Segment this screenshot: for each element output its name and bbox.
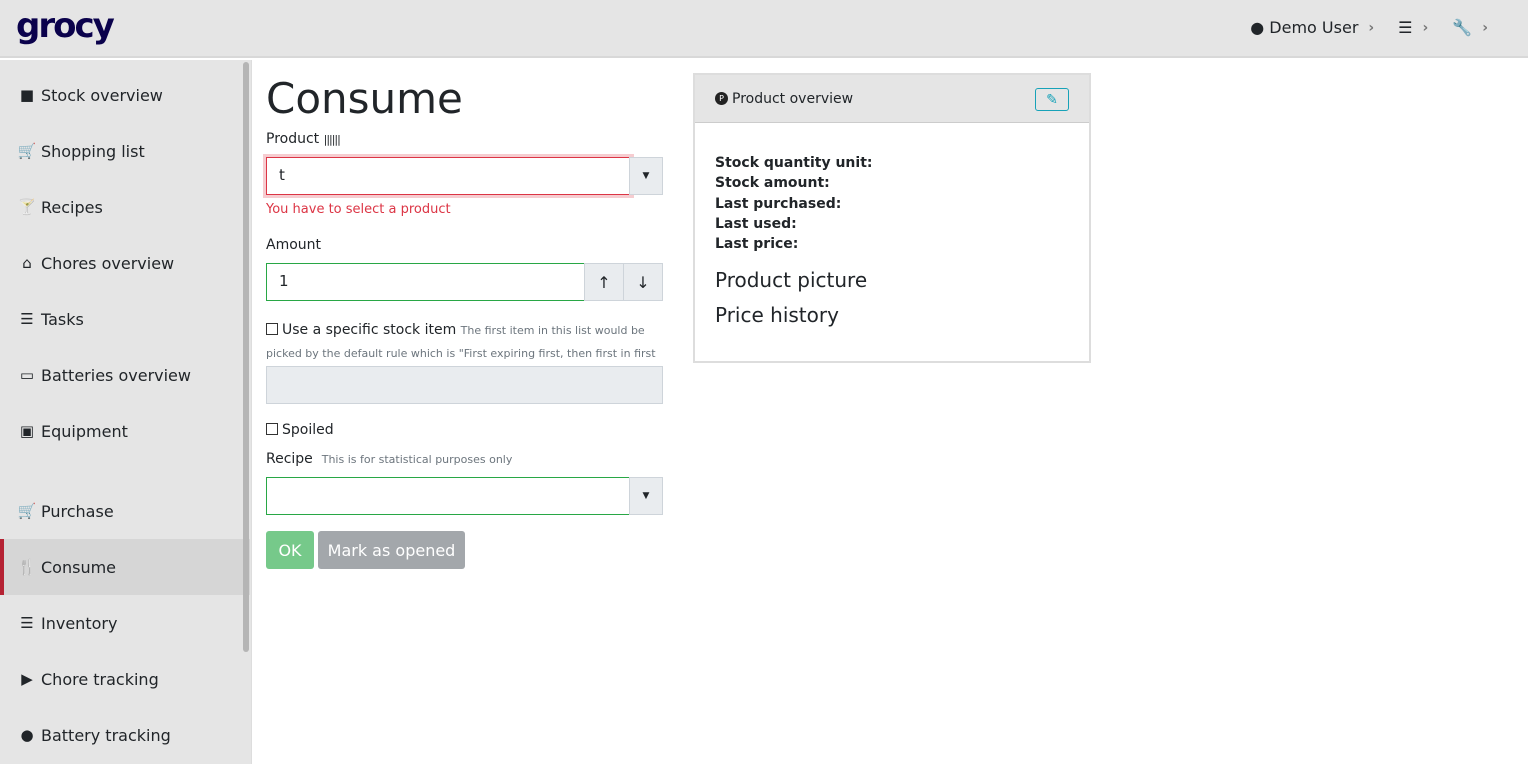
sidebar-item-label: Purchase: [41, 501, 114, 521]
sidebar-item-consume[interactable]: 🍴 Consume: [0, 539, 250, 595]
specific-stock-label: Use a specific stock item: [282, 322, 457, 338]
card-title: Product overview: [732, 90, 854, 107]
cart-icon: 🛒: [17, 502, 37, 520]
play-icon: ▶: [21, 670, 33, 688]
sidebar-item-battery-tracking[interactable]: ● Battery tracking: [0, 707, 250, 763]
sidebar-item-label: Consume: [41, 557, 117, 577]
last-used-label: Last used:: [715, 215, 797, 232]
last-purchased-label: Last purchased:: [715, 195, 842, 212]
toolbox-icon: ▣: [19, 422, 35, 440]
sidebar-item-equipment[interactable]: ▣ Equipment: [0, 403, 250, 459]
sidebar-item-inventory[interactable]: ☰ Inventory: [0, 595, 250, 651]
product-dropdown-toggle[interactable]: ▼: [629, 157, 663, 195]
settings-sliders-icon[interactable]: ☰: [1398, 18, 1413, 37]
product-input[interactable]: t: [266, 157, 631, 195]
stock-quantity-unit-label: Stock quantity unit:: [715, 155, 873, 171]
edit-icon: ✎: [1046, 91, 1058, 108]
sidebar-item-label: Inventory: [41, 613, 118, 633]
amount-decrease-button[interactable]: ↓: [623, 263, 663, 301]
box-icon: ■: [19, 86, 35, 104]
arrow-down-icon: ↓: [636, 272, 650, 292]
sidebar-item-label: Batteries overview: [41, 365, 191, 385]
edit-product-button[interactable]: ✎: [1035, 88, 1069, 111]
sidebar-item-label: Tasks: [41, 309, 84, 329]
sidebar-item-label: Shopping list: [41, 141, 145, 161]
sidebar-item-shopping-list[interactable]: 🛒 Shopping list: [0, 123, 250, 179]
sidebar-item-purchase[interactable]: 🛒 Purchase: [0, 483, 250, 539]
card-header: P Product overview ✎: [695, 75, 1089, 123]
caret-down-icon: ▼: [642, 491, 650, 501]
sidebar-item-tasks[interactable]: ☰ Tasks: [0, 291, 250, 347]
barcode-icon[interactable]: ||||||: [323, 133, 341, 146]
ok-button[interactable]: OK: [266, 531, 314, 569]
spoiled-field: Spoiled: [266, 422, 334, 438]
sidebar-item-recipes[interactable]: 🍸 Recipes: [0, 179, 250, 235]
arrow-up-icon: ↑: [597, 272, 611, 292]
recipe-input[interactable]: [266, 477, 631, 515]
cocktail-icon: 🍸: [17, 198, 37, 216]
product-label-text: Product: [266, 131, 320, 147]
page-title: Consume: [266, 74, 463, 123]
sidebar: [0, 60, 252, 764]
battery-icon: ▭: [19, 366, 35, 384]
product-p-icon: P: [715, 92, 728, 105]
last-price-label: Last price:: [715, 236, 799, 253]
sidebar-item-label: Recipes: [41, 197, 103, 217]
list-icon: ☰: [20, 614, 34, 632]
sidebar-item-stock-overview[interactable]: ■ Stock overview: [0, 67, 250, 123]
chevron-right-icon: ›: [1422, 19, 1429, 36]
recipe-hint: This is for statistical purposes only: [321, 453, 513, 466]
recipe-label-row: Recipe This is for statistical purposes …: [266, 451, 512, 467]
tasks-icon: ☰: [20, 310, 34, 328]
amount-increase-button[interactable]: ↑: [584, 263, 624, 301]
sidebar-item-label: Chores overview: [41, 253, 175, 273]
fire-icon: ●: [20, 726, 34, 744]
top-navbar: grocy ● Demo User › ☰ › 🔧 ›: [0, 0, 1528, 58]
product-picture-heading: Product picture: [715, 268, 868, 293]
specific-stock-select[interactable]: [266, 366, 663, 404]
spoiled-label: Spoiled: [282, 422, 334, 438]
amount-input[interactable]: 1: [266, 263, 585, 301]
wrench-icon[interactable]: 🔧: [1452, 18, 1473, 37]
user-menu[interactable]: ● Demo User: [1250, 18, 1359, 37]
sidebar-item-batteries-overview[interactable]: ▭ Batteries overview: [0, 347, 250, 403]
stock-amount-label: Stock amount:: [715, 175, 830, 192]
sidebar-item-chore-tracking[interactable]: ▶ Chore tracking: [0, 651, 250, 707]
amount-label: Amount: [266, 237, 322, 253]
recipe-dropdown-toggle[interactable]: ▼: [629, 477, 663, 515]
product-overview-card: P Product overview ✎ Stock quantity unit…: [693, 73, 1091, 363]
chevron-right-icon: ›: [1482, 19, 1488, 36]
recipe-label: Recipe: [266, 451, 313, 467]
sidebar-item-label: Equipment: [41, 421, 128, 441]
cart-icon: 🛒: [17, 142, 37, 160]
sidebar-scrollbar[interactable]: [243, 62, 249, 652]
caret-down-icon: ▼: [642, 171, 650, 181]
product-label: Product ||||||: [266, 131, 341, 147]
chevron-right-icon: ›: [1368, 19, 1375, 36]
price-history-heading: Price history: [715, 302, 839, 327]
sidebar-item-label: Battery tracking: [41, 725, 171, 745]
sidebar-item-chores-overview[interactable]: ⌂ Chores overview: [0, 235, 250, 291]
utensils-icon: 🍴: [17, 558, 37, 576]
spoiled-checkbox[interactable]: [266, 423, 278, 435]
specific-stock-checkbox[interactable]: [266, 323, 278, 335]
user-name: Demo User: [1269, 18, 1359, 37]
mark-as-opened-button[interactable]: Mark as opened: [318, 531, 465, 569]
grocy-logo[interactable]: grocy: [16, 6, 115, 46]
sidebar-item-label: Stock overview: [41, 85, 163, 105]
product-error: You have to select a product: [266, 202, 451, 217]
sidebar-item-label: Chore tracking: [41, 669, 159, 689]
home-icon: ⌂: [22, 254, 32, 272]
